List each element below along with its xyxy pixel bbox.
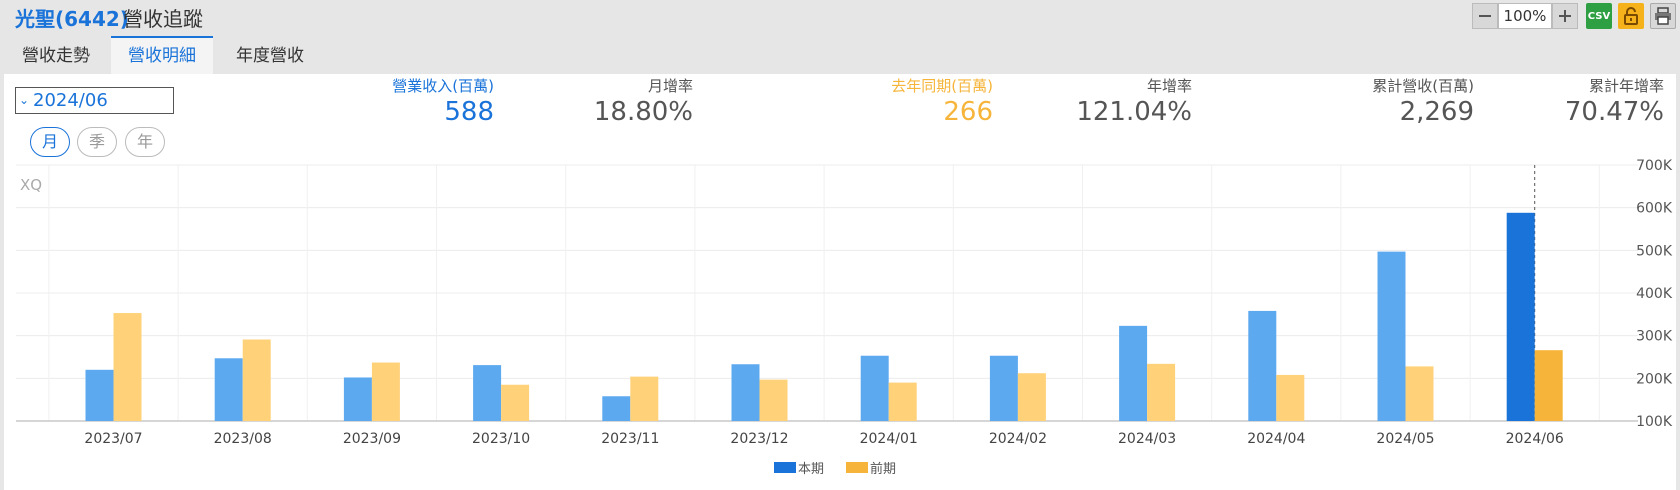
date-value: 2024/06 [33,90,108,111]
tab-annual-revenue[interactable]: 年度營收 [236,46,304,66]
x-tick-label: 2024/05 [1376,431,1434,447]
x-tick-label: 2024/03 [1118,431,1176,447]
stat-yoy-value: 121.04% [1076,97,1192,127]
x-tick-label: 2023/08 [214,431,272,447]
zoom-in-button[interactable] [1552,3,1578,29]
period-quarter-button[interactable]: 季 [77,127,117,157]
printer-icon [1655,7,1671,25]
x-tick-label: 2024/06 [1506,431,1564,447]
bar-previous [242,339,271,421]
stat-yoy-label: 年增率 [1146,77,1192,95]
stat-mom-value: 18.80% [593,97,693,127]
stat-revenue-value: 588 [444,97,494,127]
bar-current [860,355,889,421]
y-tick-label: 400K [1636,286,1673,302]
legend-swatch-current [774,462,796,473]
bar-previous [759,379,788,421]
stock-title[interactable]: 光聖(6442) [15,7,129,31]
stat-last-year-value: 266 [943,97,993,127]
y-tick-label: 300K [1636,329,1673,345]
bar-previous [371,362,400,421]
bar-previous [888,382,917,421]
lock-icon [1624,7,1638,25]
x-tick-label: 2024/04 [1247,431,1305,447]
x-tick-label: 2024/01 [860,431,918,447]
bar-current [731,364,760,421]
stat-cumulative-label: 累計營收(百萬) [1372,77,1474,95]
stat-cumulative-yoy-value: 70.47% [1564,97,1664,127]
y-tick-label: 500K [1636,243,1673,259]
stat-cumulative-value: 2,269 [1399,97,1474,127]
toolbar: 100% CSV [1472,2,1676,30]
header: 光聖(6442) 營收追蹤 100% CSV [0,0,1680,36]
bar-current [1248,310,1277,421]
stat-last-year: 去年同期(百萬) 266 [891,77,993,129]
stat-yoy: 年增率 121.04% [1076,77,1192,129]
x-tick-label: 2023/10 [472,431,530,447]
bar-previous [501,384,530,421]
stat-cumulative-yoy: 累計年增率 70.47% [1565,77,1664,129]
y-tick-label: 700K [1636,158,1673,174]
print-button[interactable] [1650,3,1676,29]
stat-mom: 月增率 18.80% [594,77,693,129]
legend-swatch-previous [846,462,868,473]
stat-revenue-label: 營業收入(百萬) [392,77,494,95]
bar-current [85,369,114,421]
bar-previous [1276,374,1305,421]
bar-current [1119,325,1148,421]
minus-icon [1479,15,1491,17]
bar-current [1506,212,1535,421]
bar-previous [630,376,659,421]
lock-button[interactable] [1618,3,1644,29]
plus-icon [1559,10,1571,22]
date-select[interactable]: ⌄ 2024/06 [15,87,174,114]
y-tick-label: 200K [1636,371,1673,387]
y-tick-label: 600K [1636,201,1673,217]
bar-previous [1534,350,1563,421]
watermark: XQ [20,176,42,194]
stat-cumulative: 累計營收(百萬) 2,269 [1372,77,1474,129]
bar-current [602,396,631,421]
zoom-out-button[interactable] [1472,3,1498,29]
bar-current [343,377,372,421]
bar-previous [1017,373,1046,421]
y-tick-label: 100K [1636,414,1673,430]
stat-mom-label: 月增率 [647,77,693,95]
x-tick-label: 2024/02 [989,431,1047,447]
chevron-down-icon: ⌄ [19,93,30,107]
bar-current [989,355,1018,421]
x-tick-label: 2023/12 [730,431,788,447]
page-title: 營收追蹤 [123,7,203,31]
period-month-button[interactable]: 月 [30,127,70,157]
x-tick-label: 2023/07 [84,431,142,447]
tab-revenue-detail[interactable]: 營收明細 [111,36,213,74]
stat-last-year-label: 去年同期(百萬) [891,77,993,95]
csv-button[interactable]: CSV [1586,3,1612,29]
bar-current [214,358,243,421]
tab-revenue-trend[interactable]: 營收走勢 [22,46,90,66]
stat-revenue: 營業收入(百萬) 588 [392,77,494,129]
period-year-button[interactable]: 年 [125,127,165,157]
legend-label-current: 本期 [798,462,824,477]
bar-current [1377,251,1406,421]
x-tick-label: 2023/11 [601,431,659,447]
stat-cumulative-yoy-label: 累計年增率 [1588,77,1664,95]
zoom-level[interactable]: 100% [1498,3,1552,29]
bar-previous [1405,366,1434,421]
legend-label-previous: 前期 [870,461,896,477]
bar-current [473,365,502,421]
csv-label: CSV [1587,10,1611,22]
bar-previous [113,313,142,421]
x-tick-label: 2023/09 [343,431,401,447]
bar-previous [1147,363,1176,421]
